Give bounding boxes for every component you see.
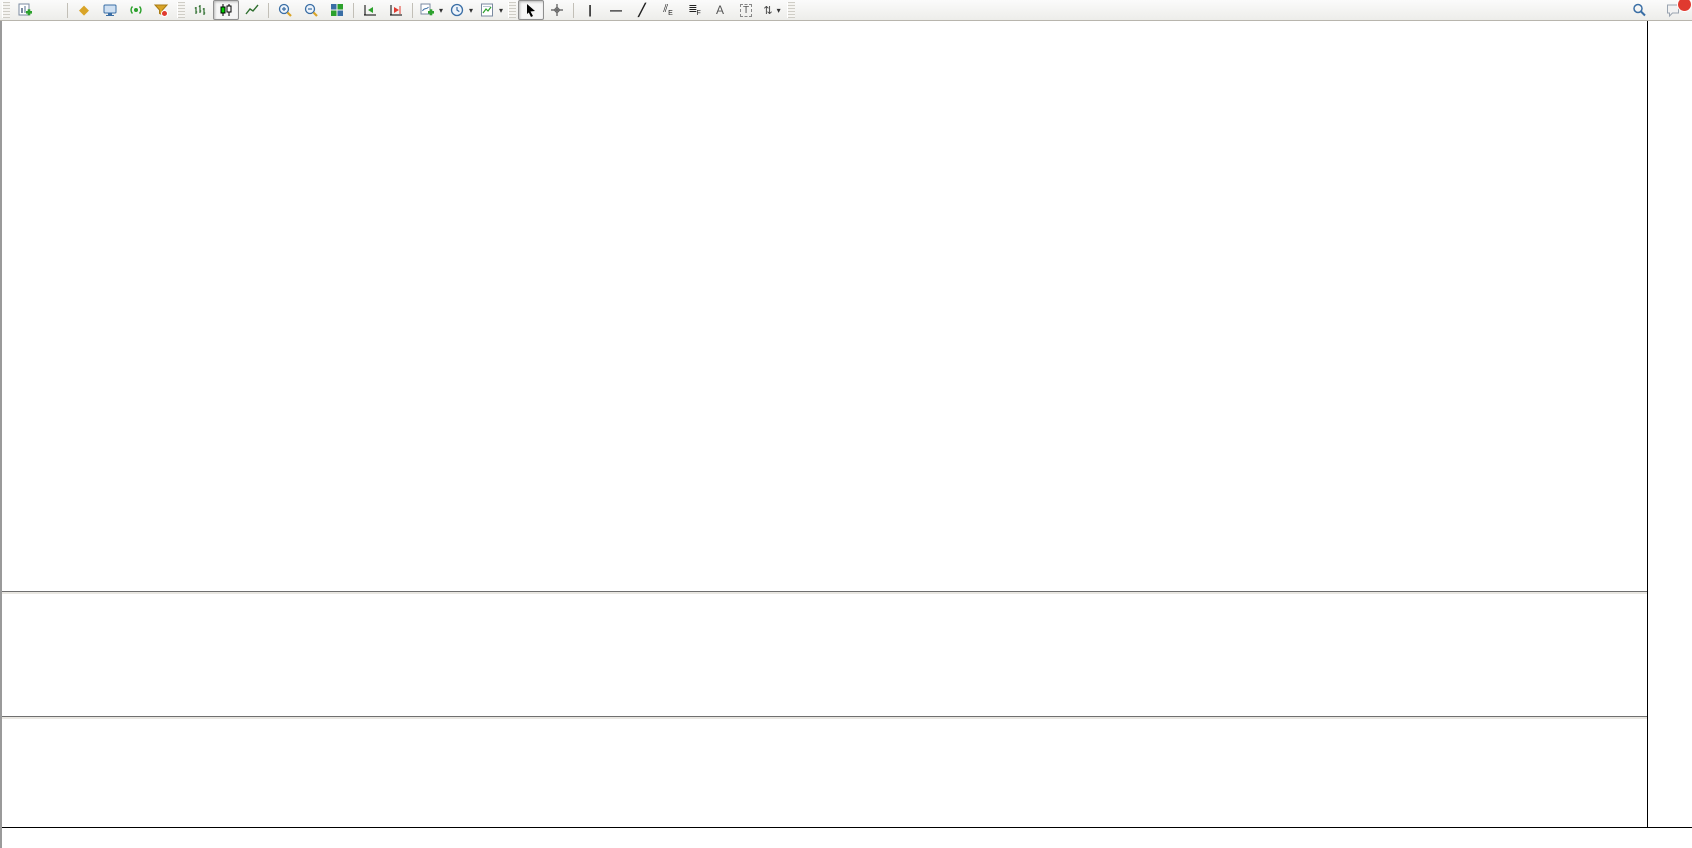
candlestick-type-button[interactable] <box>213 0 239 20</box>
trendline-tool-button[interactable]: ╱ <box>629 0 655 20</box>
indicators-button[interactable]: ▾ <box>416 0 446 20</box>
chart-shift-button[interactable] <box>383 0 409 20</box>
templates-button[interactable]: ▾ <box>476 0 506 20</box>
signals-button[interactable] <box>123 0 149 20</box>
monitor-icon <box>103 4 117 16</box>
crosshair-icon <box>551 4 564 16</box>
autotrade-button[interactable] <box>149 0 175 20</box>
toolbar: ◆ <box>0 0 1692 21</box>
indicators-icon <box>420 3 434 16</box>
terminal-button[interactable] <box>97 0 123 20</box>
time-axis[interactable] <box>2 827 1692 848</box>
dropdown-caret-icon: ▾ <box>439 5 444 15</box>
bar-chart-type-button[interactable] <box>187 0 213 20</box>
clock-icon <box>450 3 464 17</box>
dropdown-caret-icon: ▾ <box>499 5 504 15</box>
signal-icon <box>130 6 142 14</box>
autotrade-funnel-icon <box>153 4 168 17</box>
vertical-line-icon: | <box>588 3 592 17</box>
bar-chart-icon <box>194 5 206 15</box>
channel-tool-button[interactable]: ⫽E <box>655 0 681 20</box>
dropdown-caret-icon: ▾ <box>776 5 781 15</box>
template-icon <box>481 3 494 17</box>
cursor-arrow-icon <box>527 4 536 17</box>
price-axis[interactable] <box>1647 21 1692 827</box>
arrows-tool-button[interactable]: ⇅ ▾ <box>759 0 785 20</box>
fibonacci-tool-button[interactable]: ≣F <box>681 0 707 20</box>
crosshair-tool-button[interactable] <box>544 0 570 20</box>
toolbar-grip[interactable] <box>177 2 185 18</box>
search-button[interactable] <box>1626 0 1652 20</box>
rsi-panel[interactable] <box>2 719 1647 827</box>
notifications-button[interactable] <box>1660 0 1692 20</box>
text-tool-button[interactable]: A <box>707 0 733 20</box>
toolbar-grip[interactable] <box>2 2 10 18</box>
auto-scroll-icon <box>364 5 376 16</box>
dropdown-caret-icon: ▾ <box>469 5 474 15</box>
chart-shift-icon <box>390 5 402 16</box>
new-chart-button[interactable] <box>12 0 38 20</box>
horizontal-line-icon: — <box>610 3 623 17</box>
equidistant-channel-icon: ⫽E <box>663 2 673 18</box>
text-label-icon: T <box>739 3 753 17</box>
market-watch-button[interactable]: ◆ <box>71 0 97 20</box>
line-chart-icon <box>245 4 259 15</box>
notification-badge <box>1677 0 1692 12</box>
trendline-icon: ╱ <box>638 3 646 17</box>
candlestick-icon <box>220 4 232 16</box>
auto-scroll-button[interactable] <box>357 0 383 20</box>
new-order-button[interactable] <box>38 0 64 20</box>
zoom-out-icon <box>304 3 318 17</box>
gold-cube-icon: ◆ <box>79 2 89 17</box>
cursor-tool-button[interactable] <box>518 0 545 20</box>
toolbar-grip[interactable] <box>787 2 796 18</box>
chart-window <box>0 21 1692 848</box>
text-label-tool-button[interactable]: T <box>733 0 759 20</box>
periods-button[interactable]: ▾ <box>446 0 476 20</box>
tile-windows-icon <box>331 4 343 16</box>
line-chart-type-button[interactable] <box>239 0 265 20</box>
tile-windows-button[interactable] <box>324 0 350 20</box>
main-price-chart[interactable] <box>2 21 1647 593</box>
horizontal-line-tool-button[interactable]: — <box>603 0 629 20</box>
arrows-icon: ⇅ <box>763 4 773 17</box>
zoom-in-icon <box>278 3 292 17</box>
search-icon <box>1633 3 1646 17</box>
text-icon: A <box>716 3 725 17</box>
zoom-out-button[interactable] <box>298 0 324 20</box>
toolbar-right-group <box>1626 0 1692 20</box>
toolbar-grip[interactable] <box>508 2 517 18</box>
macd-panel[interactable] <box>2 594 1647 717</box>
zoom-in-button[interactable] <box>272 0 298 20</box>
new-chart-icon <box>18 3 32 16</box>
fibonacci-icon: ≣F <box>688 3 701 18</box>
vertical-line-tool-button[interactable]: | <box>577 0 603 20</box>
